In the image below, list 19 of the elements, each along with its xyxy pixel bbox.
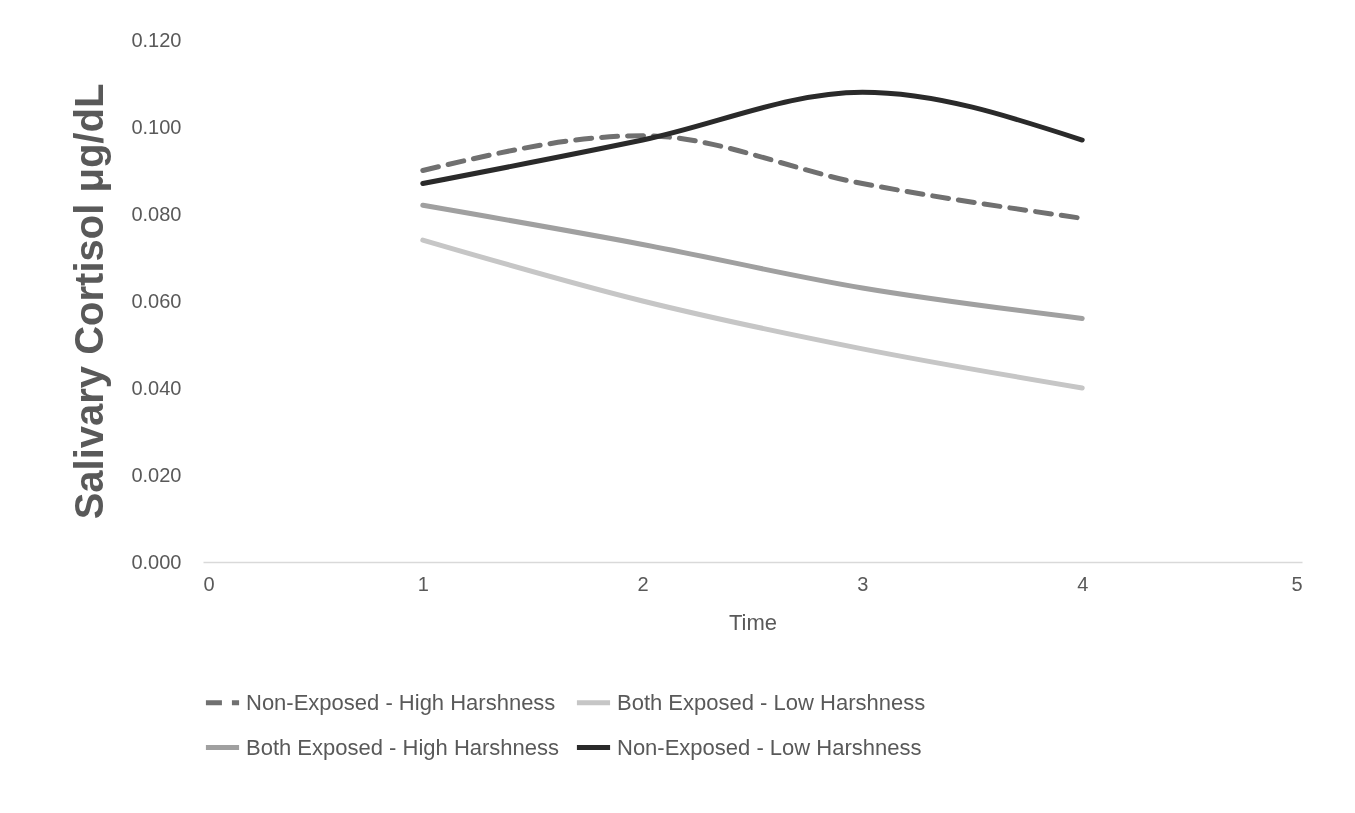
- x-tick-label: 4: [1077, 572, 1089, 595]
- legend-label: Both Exposed - Low Harshness: [617, 689, 926, 715]
- x-tick-label: 5: [1291, 572, 1303, 595]
- y-axis-title: Salivary Cortisol μg/dL: [67, 83, 112, 520]
- x-tick-label: 0: [203, 572, 215, 595]
- y-tick-label: 0.000: [131, 550, 182, 573]
- legend-label: Non-Exposed - High Harshness: [246, 689, 556, 715]
- x-tick-label: 3: [857, 572, 869, 595]
- y-tick-label: 0.060: [131, 289, 182, 312]
- x-tick-label: 1: [417, 572, 429, 595]
- x-tick-label: 2: [637, 572, 649, 595]
- y-tick-label: 0.020: [131, 463, 182, 486]
- y-tick-label: 0.120: [131, 28, 182, 51]
- y-tick-label: 0.040: [131, 376, 182, 399]
- y-tick-label: 0.100: [131, 115, 182, 138]
- x-axis-title: Time: [728, 609, 778, 635]
- legend-label: Non-Exposed - Low Harshness: [617, 734, 922, 760]
- y-tick-label: 0.080: [131, 202, 182, 225]
- legend-label: Both Exposed - High Harshness: [246, 734, 560, 760]
